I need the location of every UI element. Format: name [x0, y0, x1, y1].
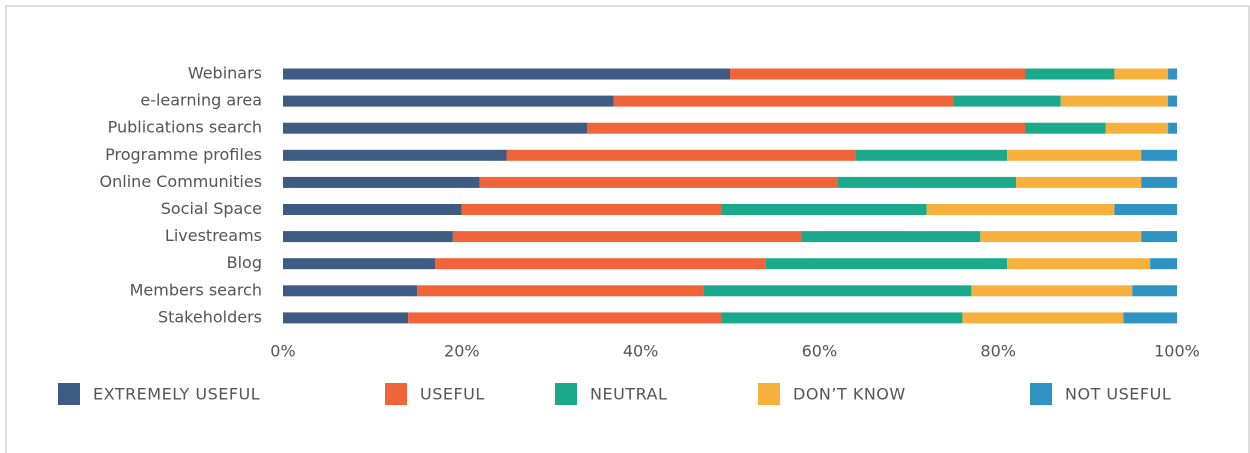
x-tick-label: 0% — [270, 342, 295, 361]
y-tick-label: Members search — [130, 280, 262, 299]
legend-swatch — [385, 383, 407, 405]
bar-segment — [980, 231, 1142, 243]
bar-segment — [283, 204, 462, 215]
bar-segment — [1114, 204, 1177, 215]
bar-segment — [1105, 122, 1169, 134]
bar-segment — [953, 95, 1061, 107]
bar-segment — [703, 285, 972, 297]
legend-label: NOT USEFUL — [1065, 385, 1171, 404]
bar-segment — [1114, 68, 1169, 80]
bar-segment — [283, 149, 507, 161]
bar-segment — [506, 149, 856, 161]
y-tick-label: e-learning area — [140, 91, 262, 110]
bar-segment — [283, 285, 418, 297]
legend-swatch — [1030, 383, 1052, 405]
y-tick-label: Programme profiles — [105, 145, 262, 164]
bar-segment — [417, 285, 704, 297]
bar-segment — [801, 231, 981, 243]
bar-segment — [283, 176, 480, 188]
bar-segment — [613, 95, 954, 107]
bar-segment — [586, 122, 1026, 134]
bar-segment — [837, 176, 1017, 188]
bar-segment — [765, 258, 1008, 270]
bar-segment — [434, 258, 766, 270]
bar-segment — [926, 204, 1115, 215]
bar-segment — [721, 204, 927, 215]
y-tick-label: Livestreams — [165, 226, 262, 245]
x-tick-label: 100% — [1154, 342, 1200, 361]
bar-segment — [1123, 312, 1177, 324]
bar-segment — [721, 312, 963, 324]
legend-swatch — [555, 383, 577, 405]
bar-segment — [408, 312, 722, 324]
frame — [5, 5, 1250, 453]
bar-segment — [1025, 68, 1115, 80]
bar-segment — [461, 204, 722, 215]
bar-segment — [1025, 122, 1106, 134]
y-tick-label: Publications search — [108, 118, 262, 137]
bar-segment — [1016, 176, 1142, 188]
y-tick-label: Online Communities — [100, 172, 262, 191]
legend-label: USEFUL — [420, 385, 485, 404]
bar-segment — [1007, 149, 1142, 161]
y-tick-label: Webinars — [188, 64, 262, 83]
bar-segment — [971, 285, 1133, 297]
bar-segment — [1141, 149, 1177, 161]
bar-segment — [1132, 285, 1177, 297]
bar-segment — [283, 231, 453, 243]
legend-label: NEUTRAL — [590, 385, 667, 404]
bar-segment — [730, 68, 1026, 80]
legend-swatch — [58, 383, 80, 405]
bar-segment — [1168, 68, 1177, 80]
legend-label: DON’T KNOW — [793, 385, 906, 404]
bar-segment — [1150, 258, 1177, 270]
bar-segment — [1060, 95, 1169, 107]
bar-segment — [283, 312, 409, 324]
bar-segment — [452, 231, 802, 243]
bar-segment — [1141, 231, 1177, 243]
bar-segment — [1007, 258, 1151, 270]
bar-segment — [1168, 95, 1177, 107]
y-tick-label: Social Space — [161, 199, 262, 218]
bar-segment — [479, 176, 838, 188]
legend-swatch — [758, 383, 780, 405]
x-tick-label: 80% — [980, 342, 1016, 361]
y-tick-label: Stakeholders — [158, 307, 262, 326]
bar-segment — [283, 95, 614, 107]
x-tick-label: 60% — [802, 342, 838, 361]
bar-segment — [283, 258, 435, 270]
bar-segment — [283, 122, 587, 134]
x-tick-label: 20% — [444, 342, 480, 361]
bar-segment — [1168, 122, 1177, 134]
x-tick-label: 40% — [623, 342, 659, 361]
bar-segment — [1141, 176, 1177, 188]
bar-segment — [283, 68, 730, 80]
y-tick-label: Blog — [227, 253, 262, 272]
bar-segment — [962, 312, 1124, 324]
legend-label: EXTREMELY USEFUL — [93, 385, 260, 404]
bar-segment — [855, 149, 1008, 161]
